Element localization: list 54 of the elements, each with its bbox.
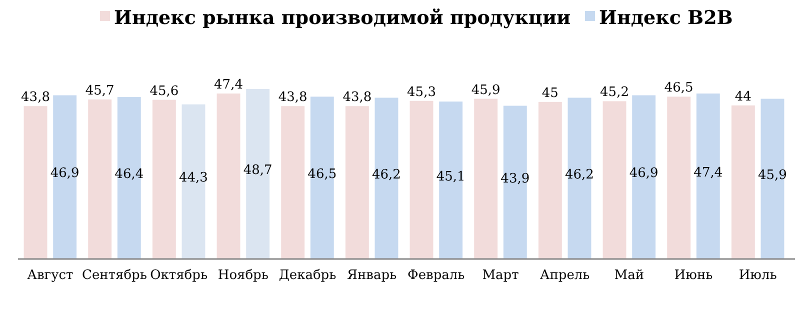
data-label: 44 (734, 89, 752, 104)
x-tick-label: Октябрь (150, 268, 208, 283)
data-label: 45,9 (471, 82, 500, 98)
legend-label: Индекс B2B (599, 7, 733, 29)
bar (24, 106, 48, 259)
data-label: 46,9 (50, 166, 80, 182)
bar (667, 96, 691, 259)
bar (281, 106, 305, 259)
x-tick-label: Июль (738, 268, 777, 283)
bar (88, 99, 112, 259)
bar (696, 94, 720, 259)
data-label: 45,7 (85, 83, 114, 98)
bar (345, 106, 369, 259)
x-tick-label: Август (27, 268, 74, 283)
data-label: 45,6 (150, 84, 179, 99)
data-label: 48,7 (243, 163, 272, 178)
x-tick-label: Сентябрь (82, 268, 147, 283)
bar (503, 106, 527, 259)
bar (117, 97, 141, 259)
data-label: 43,9 (500, 171, 530, 186)
x-tick-label: Ноябрь (218, 268, 268, 283)
bar (538, 102, 562, 259)
data-label: 46,2 (372, 167, 401, 182)
data-label: 45,1 (436, 169, 466, 184)
x-tick-label: Январь (347, 268, 397, 283)
x-tick-label: Май (614, 268, 644, 283)
bar (410, 100, 434, 259)
data-label: 43,8 (21, 90, 50, 106)
data-label: 46,9 (629, 166, 658, 182)
data-label: 46,5 (308, 166, 337, 182)
bar (152, 100, 176, 259)
data-label: 45,9 (758, 168, 787, 183)
data-label: 46,2 (565, 167, 594, 182)
data-label: 45 (542, 86, 558, 101)
data-label: 44,3 (179, 170, 208, 186)
bar (731, 105, 755, 259)
data-label: 43,8 (278, 90, 308, 106)
legend-label: Индекс рынка производимой продукции (114, 7, 571, 29)
bar (602, 101, 626, 259)
bar (310, 96, 334, 259)
bar (474, 98, 498, 259)
x-tick-label: Апрель (540, 268, 590, 283)
data-label: 45,3 (407, 84, 436, 100)
data-label: 47,4 (214, 78, 243, 93)
data-label: 46,5 (664, 80, 694, 96)
data-label: 43,8 (342, 90, 372, 106)
x-tick-label: Июнь (674, 268, 713, 283)
data-label: 47,4 (694, 165, 723, 180)
x-tick-label: Декабрь (278, 268, 336, 283)
data-label: 45,2 (600, 85, 629, 100)
x-tick-label: Март (482, 268, 519, 283)
data-label: 46,4 (114, 167, 144, 182)
x-tick-label: Февраль (408, 268, 465, 283)
bar (216, 94, 240, 259)
